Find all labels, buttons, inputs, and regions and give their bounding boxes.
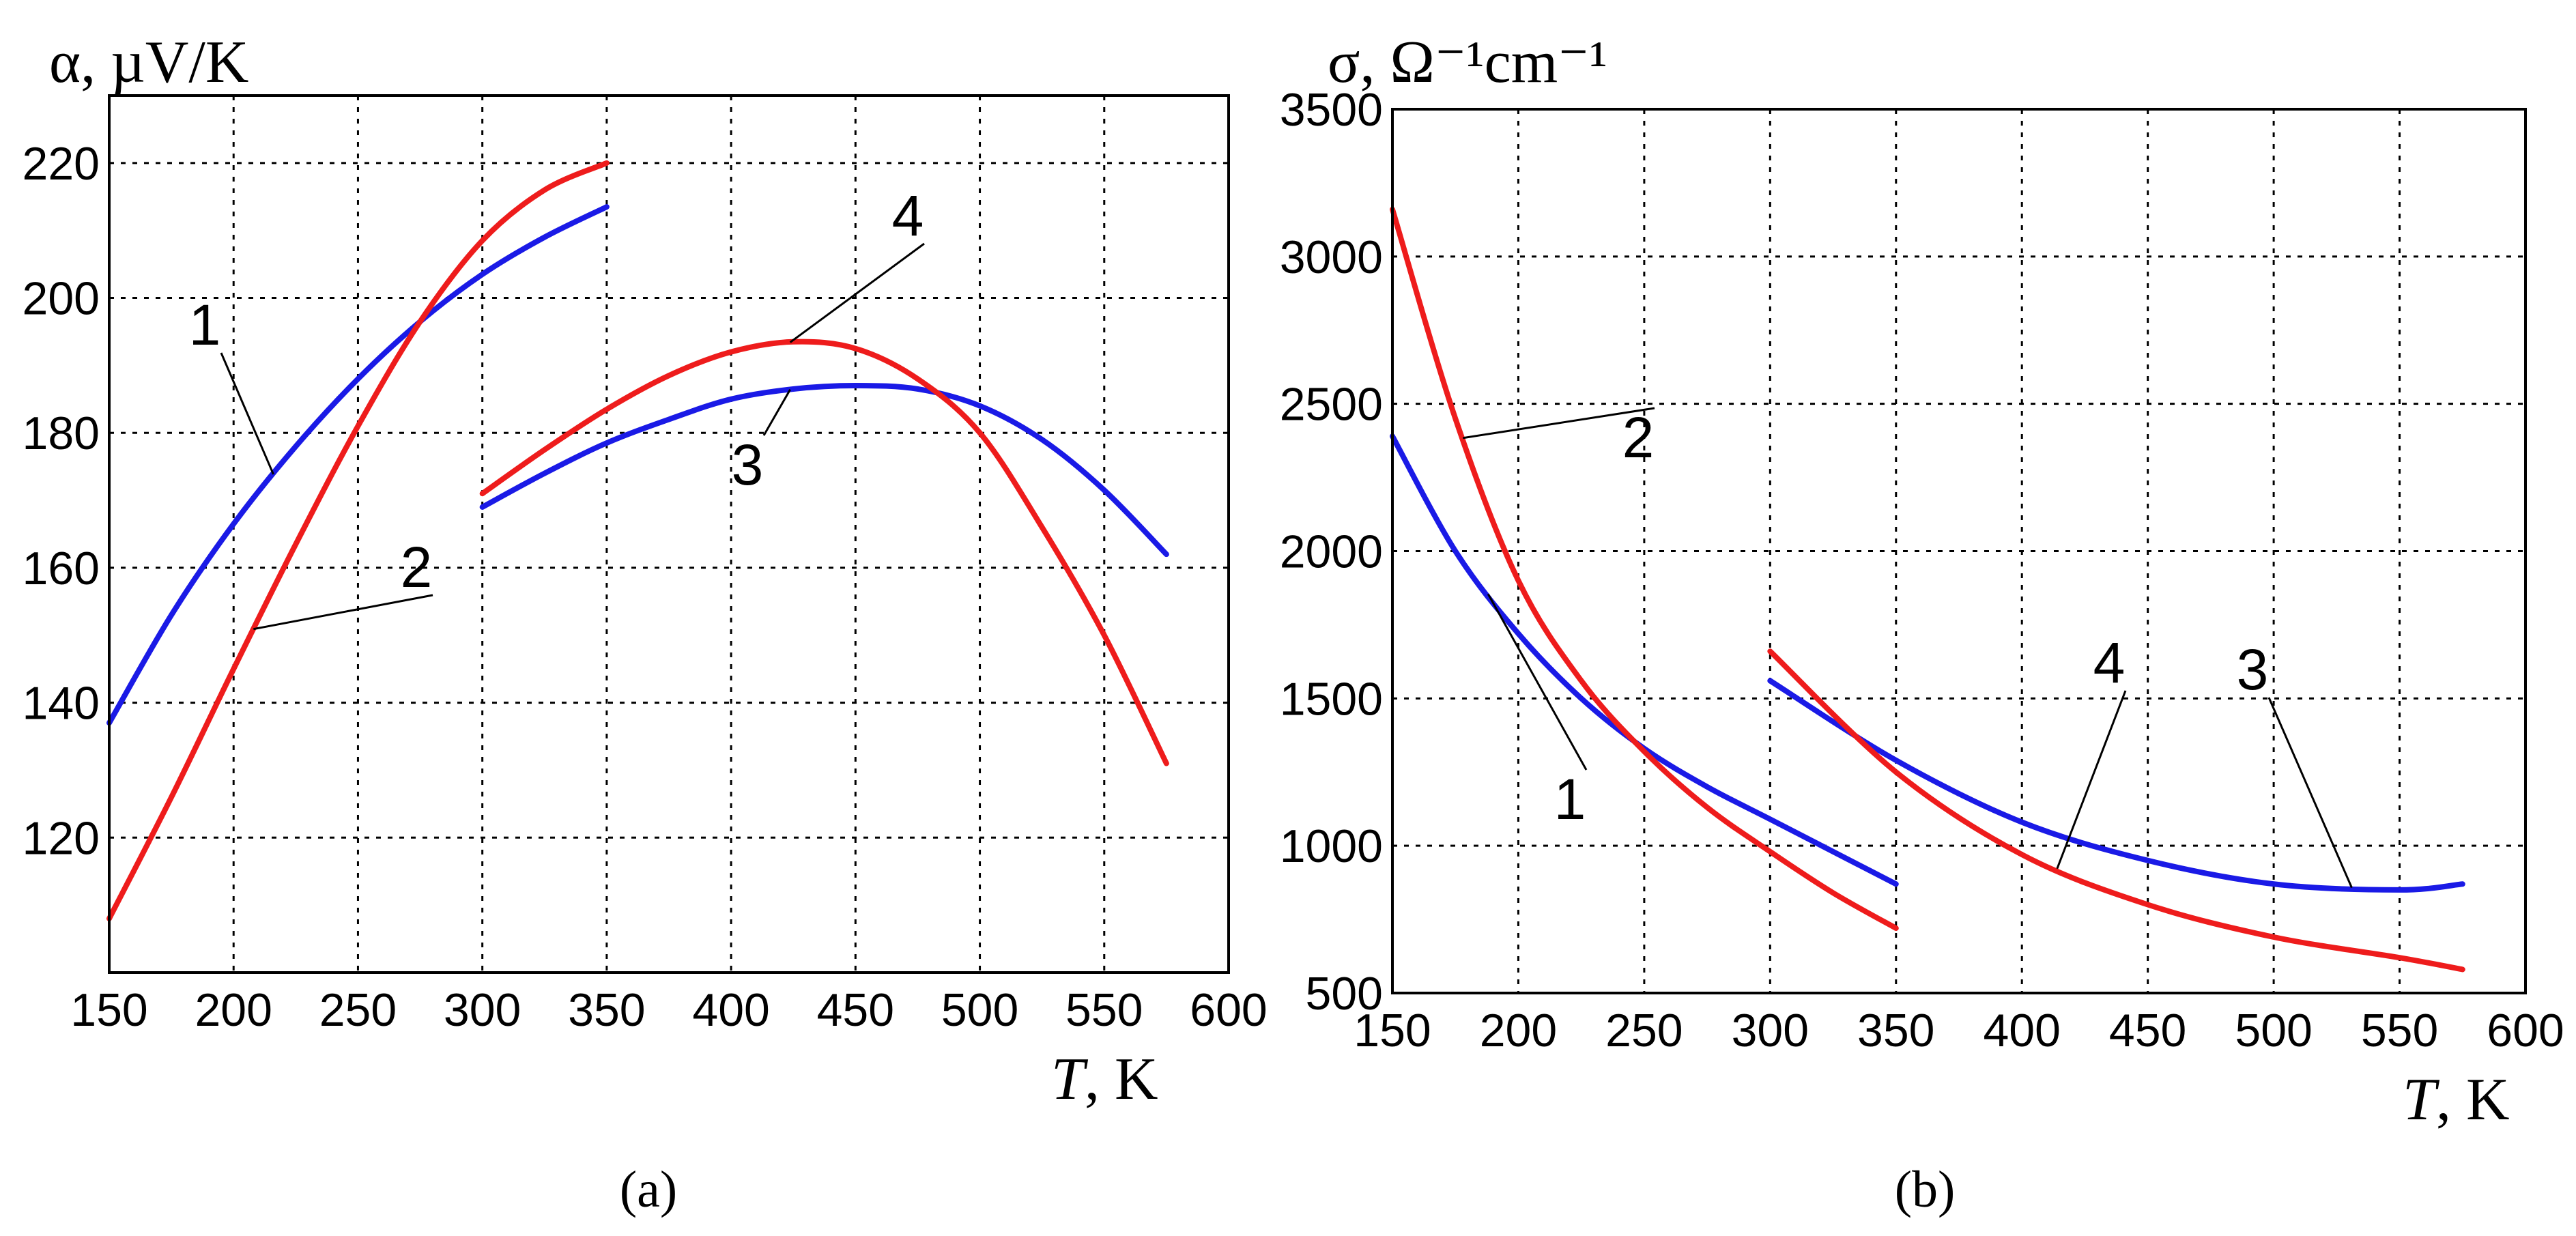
x-tick-label: 300 [1732,1005,1809,1057]
y-tick-label: 140 [23,678,100,730]
leader-line-1 [1487,593,1588,771]
panel-b-y-axis-title: σ, Ω⁻¹cm⁻¹ [1328,29,1607,96]
panel-b-curve-labels: 1 2 3 4 [1554,405,2269,831]
panel-a-curve-labels: 1 2 3 4 [189,184,924,599]
y-tick-label: 1500 [1280,673,1383,725]
y-tick-label: 3500 [1280,84,1383,136]
x-tick-label: 550 [1065,984,1143,1036]
y-tick-label: 220 [23,138,100,190]
series-line-1 [106,204,610,726]
series-line-2 [106,160,610,921]
leader-line-3 [2267,697,2353,889]
panel-a-x-axis-title: T, K [1051,1046,1158,1112]
y-tick-label: 500 [1306,968,1383,1020]
panel-b-series [1390,206,2465,973]
panel-a-x-ticks: 150 200 250 300 350 400 450 500 550 600 [70,984,1267,1036]
panel-b: 150 200 250 300 350 400 450 500 550 600 500100015… [1280,29,2564,1218]
panel-b-x-axis-title: T, K [2403,1067,2510,1133]
x-tick-label: 250 [319,984,397,1036]
panel-b-leaders [1463,407,2353,889]
x-tick-label: 150 [70,984,147,1036]
panel-a-y-ticks: 120 140 160 180 200 220 [23,138,100,864]
y-tick-label: 180 [23,407,100,459]
leader-line-3 [762,388,791,436]
panel-a-label: (a) [620,1161,677,1218]
x-tick-label: 200 [195,984,272,1036]
curve-label-4: 4 [892,184,924,248]
curve-label-1: 1 [189,293,221,357]
x-tick-label: 200 [1480,1005,1557,1057]
curve-label-4: 4 [2093,631,2126,695]
panel-b-x-ticks: 150 200 250 300 350 400 450 500 550 600 [1354,1005,2564,1057]
leader-line-2 [1463,407,1655,440]
x-tick-label: 500 [2235,1005,2312,1057]
x-tick-label: 450 [817,984,894,1036]
x-tick-label: 350 [1857,1005,1934,1057]
panel-a-leaders [220,242,925,631]
leader-line-2 [253,594,433,631]
y-tick-label: 3000 [1280,231,1383,283]
series-line-3 [479,383,1169,558]
x-tick-label: 300 [444,984,521,1036]
x-tick-label: 550 [2361,1005,2438,1057]
panel-a-y-axis-title: α, µV/K [49,29,248,96]
x-tick-label: 350 [568,984,645,1036]
panel-b-y-ticks: 500 1000 1500 2000 2500 3000 3500 [1280,84,1383,1020]
y-tick-label: 120 [23,812,100,864]
y-tick-label: 160 [23,543,100,594]
series-line-2 [1390,206,1899,932]
panel-a-grid [109,96,1229,973]
x-tick-label: 400 [692,984,769,1036]
series-line-4 [479,339,1169,766]
curve-label-3: 3 [732,433,764,497]
y-tick-label: 200 [23,273,100,325]
x-tick-label: 450 [2109,1005,2186,1057]
curve-label-1: 1 [1554,767,1586,831]
panel-b-frame [1391,108,2527,994]
series-line-3 [1767,678,2465,893]
leader-line-4 [789,242,925,343]
x-tick-label: 150 [1354,1005,1431,1057]
leader-line-1 [220,352,274,475]
x-tick-label: 600 [2487,1005,2564,1057]
series-line-1 [1390,433,1899,887]
y-tick-label: 1000 [1280,820,1383,872]
panel-b-label: (b) [1895,1161,1956,1218]
y-tick-label: 2000 [1280,526,1383,578]
curve-label-2: 2 [401,535,433,599]
panel-a-frame [108,94,1230,974]
x-tick-label: 600 [1190,984,1267,1036]
x-tick-label: 400 [1983,1005,2060,1057]
x-tick-label: 500 [941,984,1018,1036]
curve-label-2: 2 [1622,405,1655,470]
panel-b-grid [1392,109,2525,993]
panel-a: 150 200 250 300 350 400 450 500 550 600 120 140 160… [23,29,1268,1218]
x-tick-label: 250 [1605,1005,1683,1057]
y-tick-label: 2500 [1280,379,1383,431]
leader-line-4 [2056,690,2127,869]
curve-label-3: 3 [2237,637,2269,702]
panel-a-series [106,160,1169,921]
series-line-4 [1767,648,2465,973]
